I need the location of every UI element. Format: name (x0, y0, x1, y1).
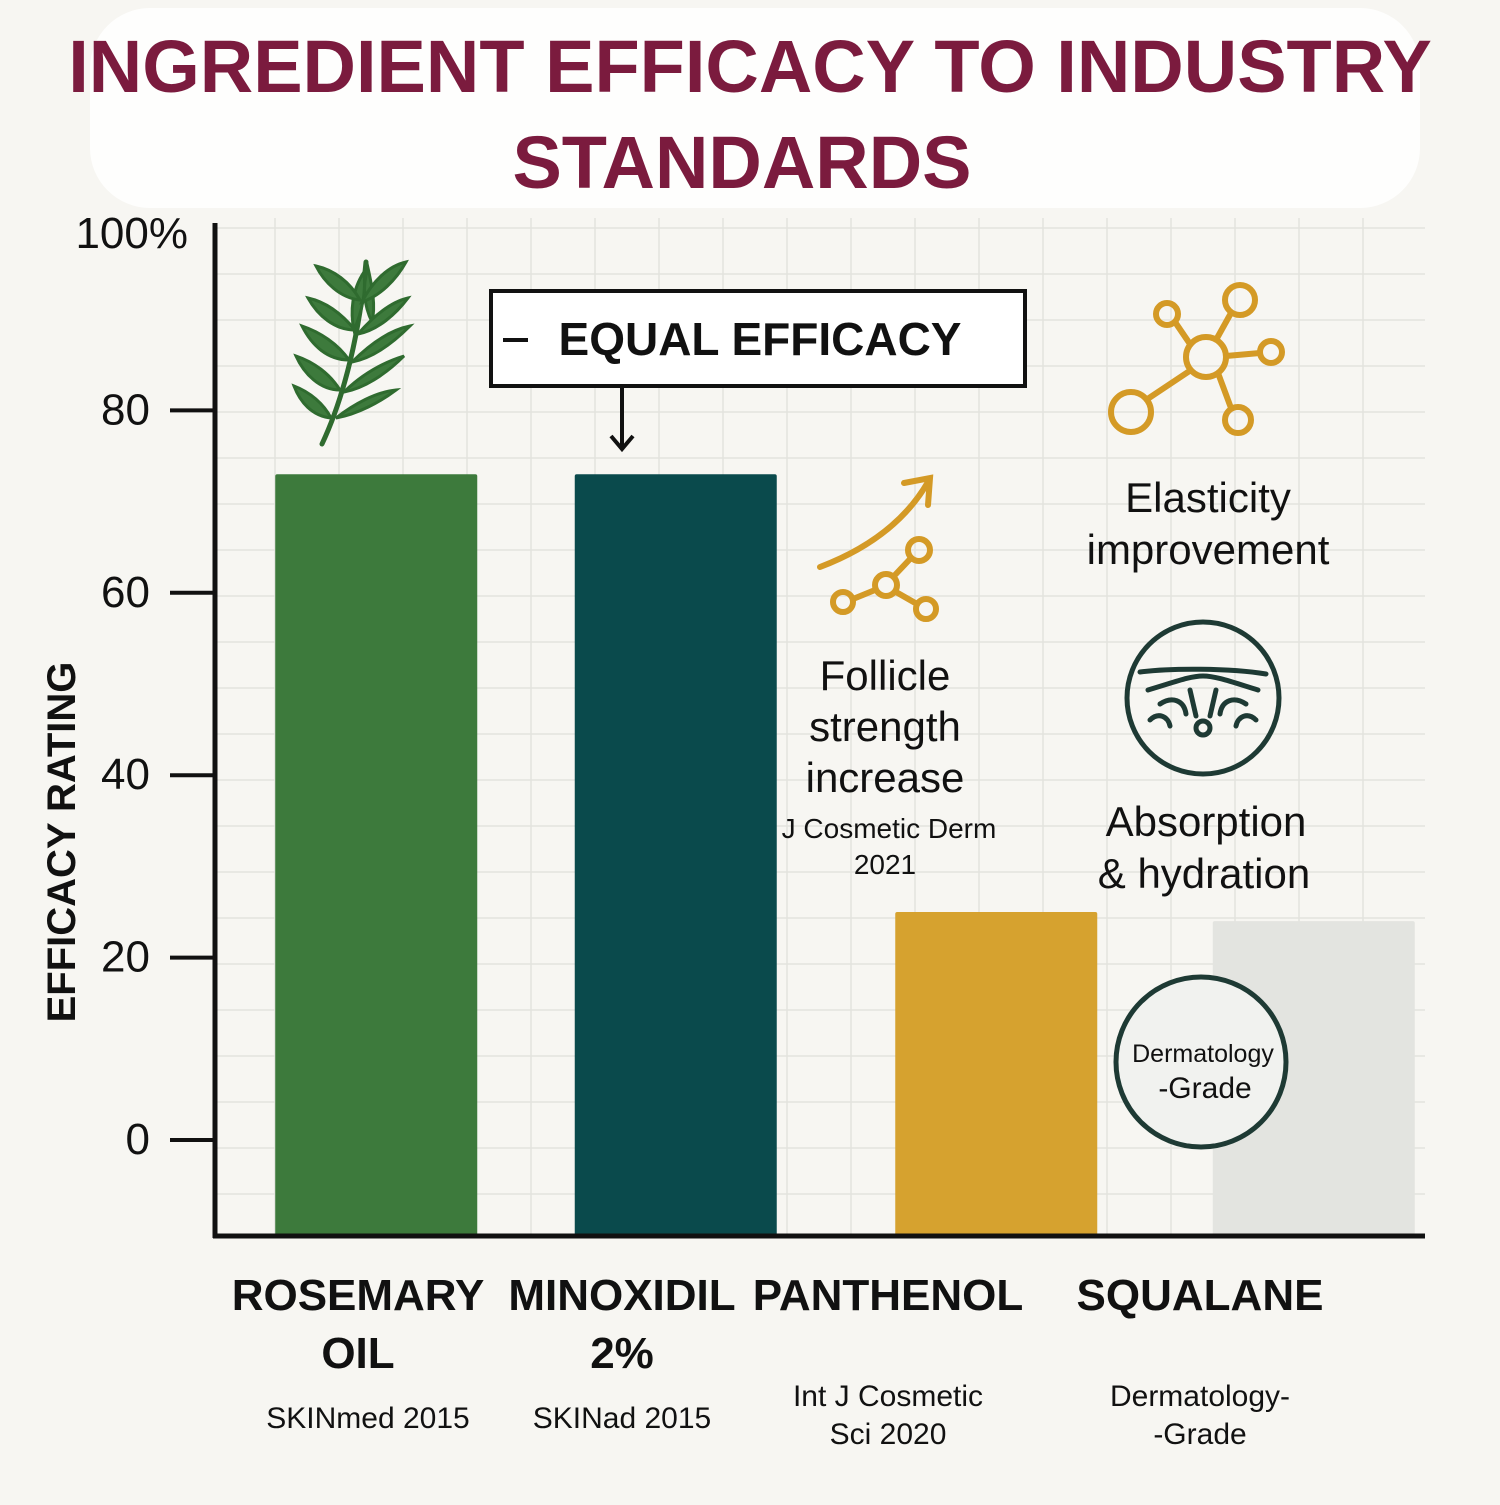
elasticity-line-1: Elasticity (1125, 474, 1291, 521)
absorption-annotation: Absorption & hydration (1098, 798, 1310, 897)
x-source-label: -Grade (1153, 1418, 1246, 1451)
x-source-label: Sci 2020 (830, 1418, 947, 1451)
follicle-line-3: increase (806, 754, 965, 801)
bars-layer (275, 474, 1415, 1236)
title-panel (90, 8, 1420, 208)
y-axis-label: EFFICACY RATING (40, 662, 84, 1023)
x-tick-label: 2% (590, 1329, 654, 1378)
y-tick-label: 0 (126, 1115, 150, 1164)
equal-efficacy-box (489, 289, 1027, 388)
y-tick-label: 80 (101, 385, 150, 434)
bar-2 (895, 912, 1098, 1236)
x-tick-label: PANTHENOL (753, 1271, 1024, 1320)
down-arrow-icon (609, 388, 635, 453)
x-source-label: Dermatology- (1110, 1380, 1290, 1413)
bar-1 (574, 474, 777, 1236)
absorption-line-1: Absorption (1106, 798, 1307, 845)
bar-3 (1212, 921, 1415, 1236)
rosemary-sprig-icon (291, 259, 415, 447)
chart-title-line-1: INGREDIENT EFFICACY TO INDUSTRY (68, 25, 1432, 108)
axis-layer (212, 223, 1425, 1239)
skin-layer-icon (1124, 619, 1282, 777)
y-ticks: 0 20 40 60 80 100% (75, 209, 215, 1164)
follicle-source-line-1: J Cosmetic Derm (782, 813, 997, 844)
badge-line-2: -Grade (1158, 1072, 1251, 1105)
bar-0 (275, 474, 478, 1236)
follicle-line-2: strength (809, 703, 961, 750)
elasticity-annotation: Elasticity improvement (1087, 474, 1330, 573)
y-tick-label: 100% (75, 209, 188, 258)
y-tick-label: 60 (101, 568, 150, 617)
x-tick-label: OIL (321, 1329, 394, 1378)
absorption-line-2: & hydration (1098, 850, 1310, 897)
molecule-icon (1108, 282, 1285, 436)
badge-line-1: Dermatology (1132, 1040, 1274, 1068)
growth-arrow-icon (817, 474, 939, 622)
x-source-label: Int J Cosmetic (793, 1380, 983, 1413)
elasticity-line-2: improvement (1087, 526, 1330, 573)
x-source-label: SKINad 2015 (533, 1402, 711, 1435)
chart-title-line-2: STANDARDS (512, 121, 971, 204)
dermatology-grade-badge: Dermatology -Grade (1113, 974, 1289, 1150)
y-tick-label: 40 (101, 750, 150, 799)
follicle-annotation: Follicle strength increase J Cosmetic De… (782, 652, 997, 880)
x-tick-label: ROSEMARY (232, 1271, 485, 1320)
x-source-label: SKINmed 2015 (266, 1402, 469, 1435)
x-tick-label: MINOXIDIL (508, 1271, 735, 1320)
follicle-line-1: Follicle (820, 652, 951, 699)
x-labels: ROSEMARY OIL SKINmed 2015 MINOXIDIL 2% SKINad… (232, 1271, 1324, 1451)
follicle-source-line-2: 2021 (854, 849, 916, 880)
x-tick-label: SQUALANE (1077, 1271, 1324, 1320)
equal-efficacy-label: EQUAL EFFICACY (559, 313, 962, 365)
y-tick-label: 20 (101, 933, 150, 982)
